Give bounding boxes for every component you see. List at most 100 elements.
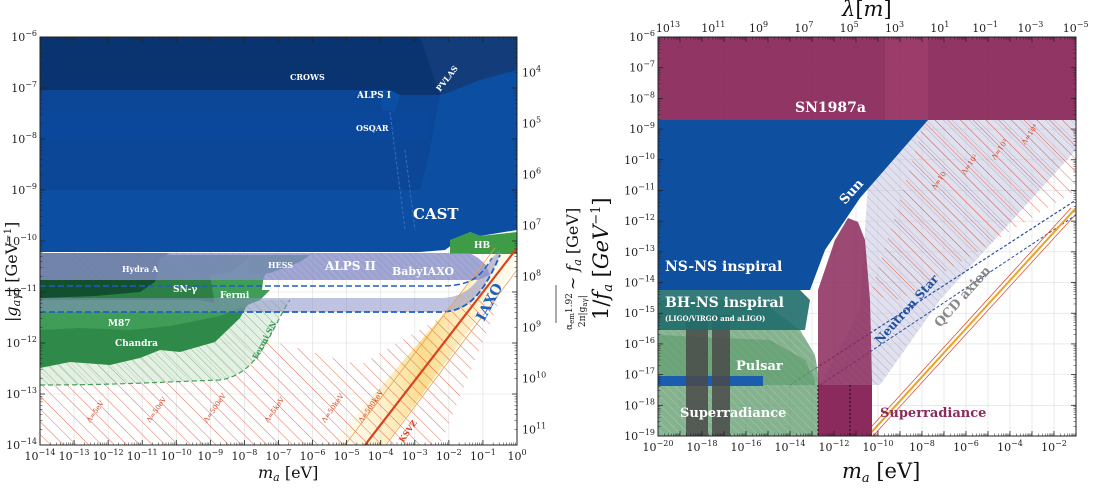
- y-tick-label: 10−6: [629, 29, 655, 44]
- left-xlabel: ma [eV]: [258, 463, 318, 484]
- top-tick-label: 10−5: [1063, 20, 1089, 35]
- x-tick-label: 10−1: [470, 448, 496, 463]
- left-right-ylabel: αem1.922π|gaγ| ∼ fa [GeV]: [563, 208, 589, 330]
- left-ylabel: |gaγ| [GeV−1]: [2, 222, 23, 322]
- y-tick-label: 10−9: [11, 182, 37, 197]
- y-tick-label: 10−10: [6, 233, 37, 248]
- top-tick-label: 1011: [701, 20, 725, 35]
- y-tick-label: 10−17: [624, 367, 655, 382]
- label-hydra-a: Hydra A: [122, 264, 159, 274]
- x-tick-label: 10−20: [643, 439, 674, 454]
- label-sn1987a: SN1987a: [795, 100, 866, 116]
- pulsar-bar: [658, 376, 763, 386]
- x-tick-label: 10−2: [1041, 439, 1067, 454]
- x-tick-label: 10−10: [161, 448, 192, 463]
- label-superradiance-right: Superradiance: [880, 406, 986, 421]
- y-tick-label: 10−14: [6, 437, 37, 452]
- label-sn-gamma: SN-γ: [173, 285, 197, 295]
- x-tick-label: 10−4: [997, 439, 1023, 454]
- lambda-hatched-region-right: [870, 120, 1076, 300]
- x-tick-label: 10−18: [687, 439, 718, 454]
- x-tick-label: 10−13: [59, 448, 90, 463]
- y-tick-label: 10−16: [624, 336, 655, 351]
- x-tick-label: 10−10: [863, 439, 894, 454]
- label-pulsar: Pulsar: [736, 359, 783, 374]
- y-tick-label: 10−12: [624, 213, 655, 228]
- superradiance-band-2: [712, 315, 730, 436]
- label-babyiaxo: BabyIAXO: [392, 265, 455, 278]
- y-tick-label: 10−8: [11, 131, 37, 146]
- label-hess: HESS: [268, 260, 293, 270]
- top-tick-label: 10−3: [1018, 20, 1044, 35]
- right-axes: 10−20 10−18 10−16 10−14 10−12 10−10 10−8 10−6 10…: [624, 20, 1088, 454]
- y-tick-label: 10−18: [624, 397, 655, 412]
- label-ligo: (LIGO/VIRGO and aLIGO): [665, 314, 765, 323]
- qcd-axion-line: [867, 207, 1076, 436]
- x-tick-label: 10−6: [953, 439, 979, 454]
- right-tick-label: 106: [522, 167, 541, 182]
- top-tick-label: 1013: [656, 20, 680, 35]
- y-tick-label: 10−9: [629, 121, 655, 136]
- label-alps-ii: ALPS II: [324, 259, 376, 273]
- top-tick-label: 101: [930, 20, 949, 35]
- y-tick-label: 10−11: [624, 182, 655, 197]
- left-panel: 10−14 10−13 10−12 10−11 10−10 10−9 10−8 10−7 10−…: [2, 29, 589, 484]
- y-tick-label: 10−11: [6, 284, 37, 299]
- y-tick-label: 10−13: [6, 386, 37, 401]
- label-ns-ns: NS-NS inspiral: [665, 259, 782, 275]
- x-tick-label: 10−8: [909, 439, 935, 454]
- iaxo-region: [40, 250, 500, 312]
- y-tick-label: 10−8: [629, 90, 655, 105]
- label-superradiance-left: Superradiance: [680, 406, 786, 421]
- x-tick-label: 100: [507, 448, 526, 463]
- right-tick-label: 1011: [522, 422, 546, 437]
- right-top-xlabel: λ[m]: [841, 0, 892, 21]
- label-bh-ns: BH-NS inspiral: [665, 295, 784, 311]
- right-tick-label: 109: [522, 320, 541, 335]
- y-tick-label: 10−6: [11, 29, 37, 44]
- top-tick-label: 105: [840, 20, 859, 35]
- label-cast: CAST: [413, 205, 459, 223]
- hb-region: [450, 232, 517, 254]
- top-tick-label: 10−1: [972, 20, 998, 35]
- right-tick-label: 1010: [522, 371, 546, 386]
- x-tick-label: 10−9: [197, 448, 223, 463]
- crows-region: [40, 37, 440, 95]
- x-tick-label: 10−12: [93, 448, 124, 463]
- x-tick-label: 10−14: [25, 448, 56, 463]
- right-tick-label: 107: [522, 218, 541, 233]
- babyiaxo-boundary: [40, 257, 493, 287]
- y-tick-label: 10−12: [6, 335, 37, 350]
- right-panel: 10−20 10−18 10−16 10−14 10−12 10−10 10−8 10−6 10…: [589, 0, 1089, 486]
- label-chandra: Chandra: [115, 339, 158, 349]
- osqar-band: [40, 112, 430, 140]
- sun-region: [658, 120, 928, 290]
- y-tick-label: 10−7: [11, 80, 37, 95]
- x-tick-label: 10−3: [402, 448, 428, 463]
- x-tick-label: 10−8: [232, 448, 258, 463]
- label-crows: CROWS: [290, 72, 325, 82]
- label-osqar: OSQAR: [356, 123, 389, 133]
- x-tick-label: 10−6: [300, 448, 326, 463]
- pvlas-region: [420, 37, 517, 95]
- y-tick-label: 10−19: [624, 428, 655, 443]
- y-tick-label: 10−13: [624, 244, 655, 259]
- right-ylabel: 1/fa [GeV−1]: [589, 197, 616, 320]
- x-tick-label: 10−16: [731, 439, 762, 454]
- label-hb: HB: [474, 241, 491, 251]
- right-tick-label: 108: [522, 269, 541, 284]
- x-tick-label: 10−2: [436, 448, 462, 463]
- x-tick-label: 10−12: [819, 439, 850, 454]
- right-tick-label: 104: [522, 65, 541, 80]
- y-tick-label: 10−15: [624, 305, 655, 320]
- label-m87: M87: [108, 319, 131, 329]
- top-tick-label: 107: [794, 20, 813, 35]
- left-axes: 10−14 10−13 10−12 10−11 10−10 10−9 10−8 10−7 10−…: [6, 29, 546, 463]
- x-tick-label: 10−11: [127, 448, 158, 463]
- x-tick-label: 10−14: [775, 439, 806, 454]
- right-tick-label: 105: [522, 116, 541, 131]
- bh-ns-region: [658, 290, 810, 330]
- sn1987a-region: [658, 37, 1076, 120]
- right-xlabel: ma [eV]: [842, 459, 920, 486]
- superradiance-band-1: [686, 315, 708, 436]
